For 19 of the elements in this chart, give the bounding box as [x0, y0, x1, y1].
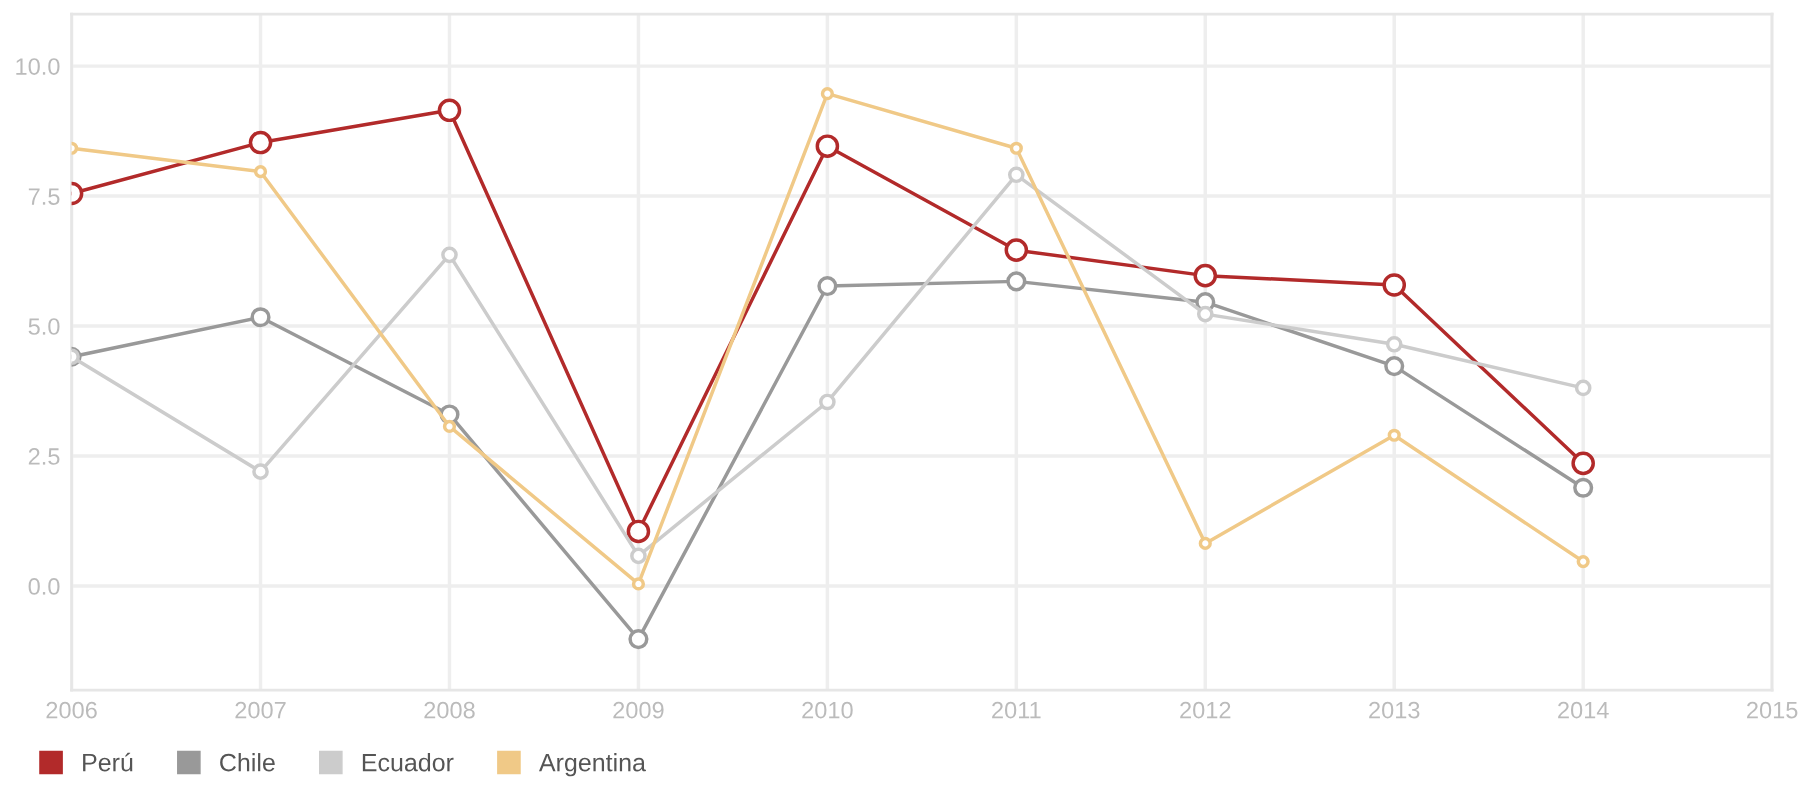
x-tick-label: 2011	[992, 701, 1041, 719]
legend-label: Chile	[220, 753, 275, 772]
x-tick-label: 2015	[1747, 701, 1798, 719]
legend-label: Ecuador	[362, 753, 454, 772]
y-tick-label: 7.5	[28, 188, 60, 205]
legend-label: Perú	[83, 752, 133, 772]
x-tick-label: 2009	[613, 701, 664, 719]
x-tick-label: 2008	[424, 701, 475, 719]
x-tick-label: 2010	[802, 701, 853, 719]
y-tick-label: 5.0	[28, 318, 60, 335]
x-tick-label: 2013	[1369, 701, 1420, 719]
y-tick-label: 0.0	[28, 578, 60, 595]
x-tick-label: 2012	[1180, 701, 1231, 719]
x-tick-label: 2007	[235, 701, 286, 719]
y-tick-label: 10.0	[16, 58, 60, 75]
y-tick-label: 2.5	[28, 448, 60, 465]
x-tick-label: 2006	[46, 701, 97, 719]
legend-label: Argentina	[538, 753, 646, 777]
x-tick-label: 2014	[1558, 701, 1609, 719]
